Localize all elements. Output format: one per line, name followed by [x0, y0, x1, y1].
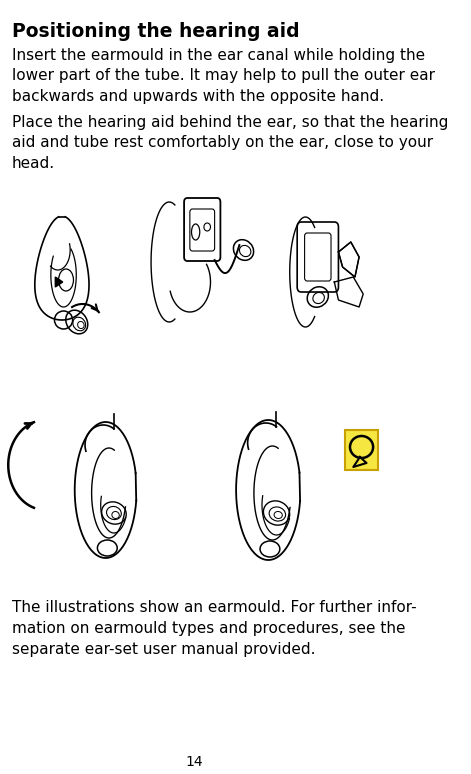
Text: 14: 14 — [185, 755, 203, 769]
Text: The illustrations show an earmould. For further infor-
mation on earmould types : The illustrations show an earmould. For … — [12, 600, 416, 657]
Text: Insert the earmould in the ear canal while holding the
lower part of the tube. I: Insert the earmould in the ear canal whi… — [12, 48, 435, 104]
Text: Positioning the hearing aid: Positioning the hearing aid — [12, 22, 299, 41]
Text: Place the hearing aid behind the ear, so that the hearing
aid and tube rest comf: Place the hearing aid behind the ear, so… — [12, 115, 448, 171]
FancyBboxPatch shape — [345, 430, 378, 470]
Polygon shape — [353, 457, 366, 467]
Polygon shape — [55, 277, 63, 287]
